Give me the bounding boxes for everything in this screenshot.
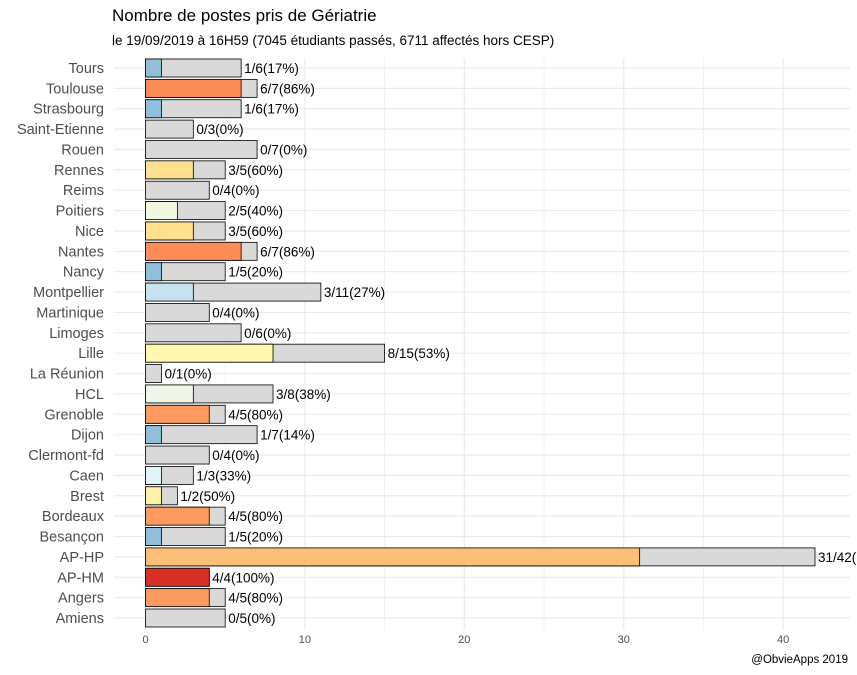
bar-taken	[145, 99, 162, 119]
category-label: Nice	[75, 224, 104, 240]
bar-taken	[145, 567, 210, 587]
bar-taken	[145, 241, 242, 261]
data-label: 0/6(0%)	[244, 326, 291, 341]
category-label: Grenoble	[44, 407, 104, 423]
category-label: Martinique	[36, 305, 104, 321]
data-label: 4/5(80%)	[228, 591, 283, 606]
data-label: 1/7(14%)	[260, 428, 315, 443]
data-label: 4/5(80%)	[228, 407, 283, 422]
data-label: 4/4(100%)	[212, 570, 274, 585]
bar-total	[145, 364, 162, 383]
bar-taken	[145, 506, 210, 526]
bar-taken	[145, 384, 194, 404]
category-label: Lille	[78, 346, 104, 362]
bar-taken	[145, 588, 210, 608]
data-label: 0/4(0%)	[212, 183, 259, 198]
bar-taken	[145, 343, 274, 363]
x-tick-label: 10	[299, 634, 311, 646]
bar-total	[145, 323, 242, 343]
category-label: AP-HM	[57, 570, 104, 586]
category-label: Nantes	[58, 244, 104, 260]
bar-taken	[145, 404, 210, 424]
data-label: 0/1(0%)	[164, 367, 211, 382]
bar-total	[145, 119, 194, 139]
data-label: 3/5(60%)	[228, 224, 283, 239]
bar-taken	[145, 160, 194, 180]
category-label: AP-HP	[60, 550, 104, 566]
bar-taken	[145, 547, 641, 567]
chart-subtitle: le 19/09/2019 à 16H59 (7045 étudiants pa…	[112, 33, 555, 48]
category-label: Tours	[69, 61, 104, 77]
bar-total	[145, 445, 210, 465]
bar-total	[145, 303, 210, 322]
data-label: 1/3(33%)	[196, 468, 251, 483]
data-label: 31/42(74%)	[818, 550, 857, 565]
data-label: 8/15(53%)	[388, 346, 450, 361]
category-label: Bordeaux	[42, 509, 105, 525]
category-label: Clermont-fd	[28, 448, 104, 464]
bar-total	[145, 140, 258, 159]
bar-taken	[145, 486, 162, 506]
x-tick-label: 30	[618, 634, 630, 646]
category-label: Besançon	[40, 530, 105, 546]
chart-caption: @ObvieApps 2019	[751, 654, 848, 666]
category-label: Poitiers	[56, 204, 104, 220]
category-label: Montpellier	[33, 285, 104, 301]
data-label: 3/5(60%)	[228, 163, 283, 178]
data-label: 0/4(0%)	[212, 448, 259, 463]
chart-title: Nombre de postes pris de Gériatrie	[112, 6, 377, 25]
bar-taken	[145, 78, 242, 98]
data-label: 1/2(50%)	[180, 489, 235, 504]
data-label: 1/5(20%)	[228, 265, 283, 280]
category-label: Angers	[58, 591, 104, 607]
data-label: 6/7(86%)	[260, 244, 315, 259]
bar-taken	[145, 466, 162, 485]
bar-taken	[145, 262, 162, 282]
category-label: Limoges	[49, 326, 104, 342]
category-label: HCL	[75, 387, 104, 403]
data-label: 1/6(17%)	[244, 102, 299, 117]
x-tick-label: 20	[458, 634, 470, 646]
bar-total	[145, 608, 226, 628]
x-tick-label: 40	[777, 634, 789, 646]
category-label: Amiens	[56, 611, 104, 627]
data-label: 3/11(27%)	[324, 285, 385, 300]
bar-taken	[145, 58, 162, 78]
data-label: 2/5(40%)	[228, 204, 283, 219]
bar-taken	[145, 282, 194, 302]
bar-total	[145, 180, 210, 200]
data-label: 3/8(38%)	[276, 387, 331, 402]
category-label: La Réunion	[30, 367, 104, 383]
data-label: 1/5(20%)	[228, 530, 283, 545]
category-label: Nancy	[63, 265, 105, 281]
category-label: Dijon	[71, 428, 104, 444]
data-label: 1/6(17%)	[244, 61, 299, 76]
bar-total	[145, 425, 258, 445]
category-label: Brest	[70, 489, 104, 505]
category-label: Rennes	[54, 163, 104, 179]
x-tick-label: 0	[142, 634, 148, 646]
bar-taken	[145, 425, 162, 445]
data-label: 0/7(0%)	[260, 142, 307, 157]
data-label: 0/3(0%)	[196, 122, 243, 137]
data-label: 0/5(0%)	[228, 611, 275, 626]
data-label: 4/5(80%)	[228, 509, 283, 524]
category-label: Toulouse	[46, 81, 104, 97]
bar-taken	[145, 201, 178, 220]
category-label: Caen	[69, 468, 104, 484]
bar-taken	[145, 221, 194, 241]
category-label: Rouen	[61, 142, 104, 158]
category-label: Strasbourg	[33, 102, 104, 118]
category-label: Saint-Etienne	[17, 122, 104, 138]
data-label: 6/7(86%)	[260, 81, 315, 96]
bar-taken	[145, 527, 162, 546]
data-label: 0/4(0%)	[212, 305, 259, 320]
category-label: Reims	[63, 183, 104, 199]
